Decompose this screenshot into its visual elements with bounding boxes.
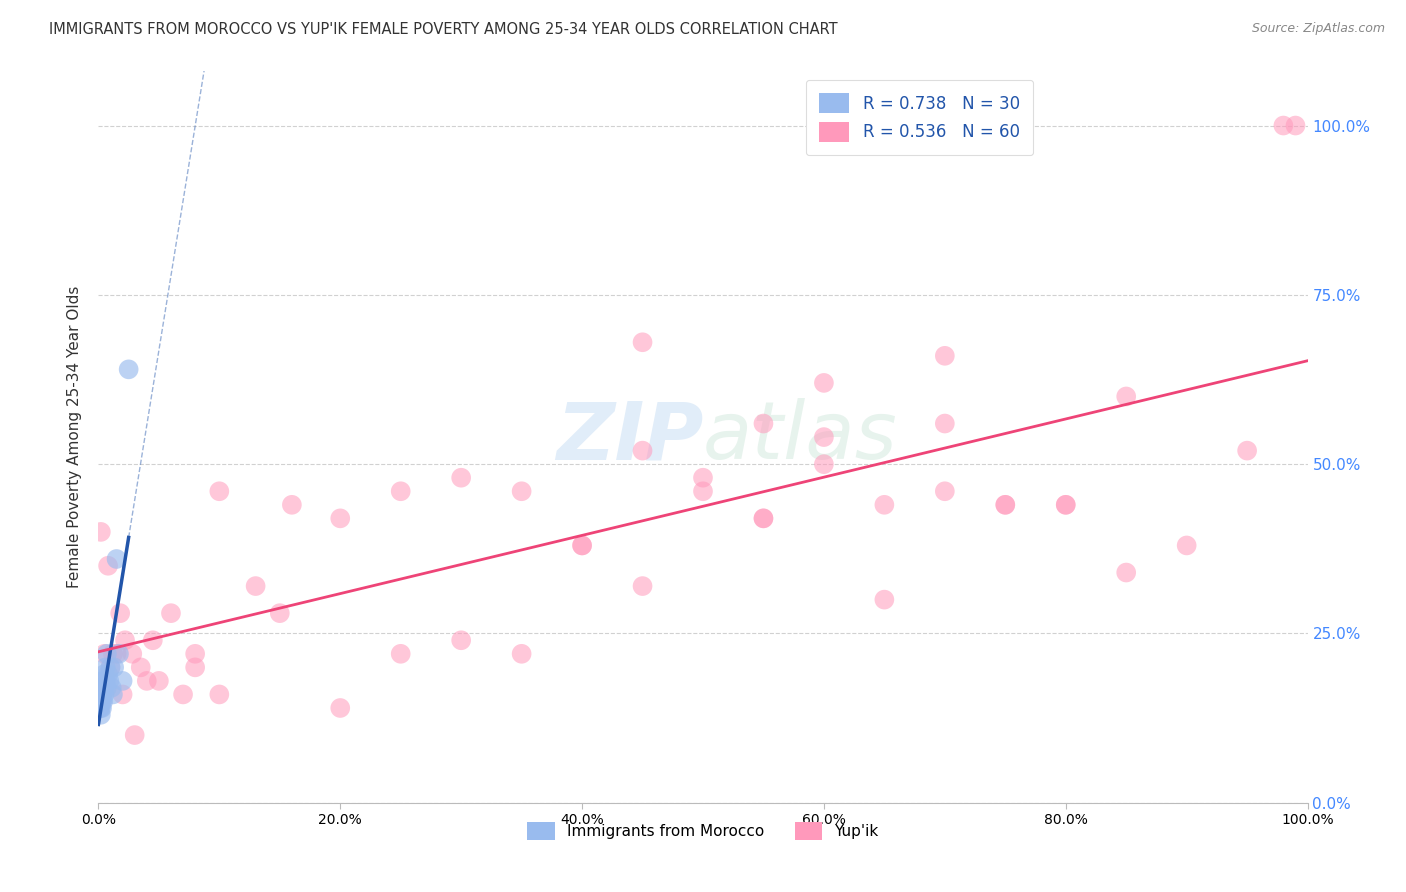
Point	[510, 484, 533, 499]
Point	[450, 633, 472, 648]
Point	[752, 511, 775, 525]
Point	[208, 484, 231, 499]
Point	[98, 673, 121, 688]
Point	[108, 647, 131, 661]
Text: ZIP: ZIP	[555, 398, 703, 476]
Point	[934, 417, 956, 431]
Text: atlas: atlas	[703, 398, 898, 476]
Point	[90, 681, 112, 695]
Point	[1054, 498, 1077, 512]
Point	[93, 647, 115, 661]
Point	[100, 660, 122, 674]
Point	[94, 660, 117, 674]
Point	[813, 457, 835, 471]
Point	[1115, 389, 1137, 403]
Point	[184, 647, 207, 661]
Point	[135, 673, 157, 688]
Point	[91, 694, 114, 708]
Point	[813, 376, 835, 390]
Point	[89, 681, 111, 695]
Point	[752, 511, 775, 525]
Point	[329, 701, 352, 715]
Text: Source: ZipAtlas.com: Source: ZipAtlas.com	[1251, 22, 1385, 36]
Point	[111, 673, 134, 688]
Point	[1272, 119, 1295, 133]
Point	[93, 667, 115, 681]
Point	[91, 688, 114, 702]
Point	[105, 647, 128, 661]
Point	[93, 688, 115, 702]
Point	[1236, 443, 1258, 458]
Point	[108, 606, 131, 620]
Point	[90, 701, 112, 715]
Point	[172, 688, 194, 702]
Point	[510, 647, 533, 661]
Point	[813, 430, 835, 444]
Point	[103, 660, 125, 674]
Point	[631, 335, 654, 350]
Point	[631, 443, 654, 458]
Point	[329, 511, 352, 525]
Point	[148, 673, 170, 688]
Point	[1115, 566, 1137, 580]
Point	[692, 471, 714, 485]
Point	[1284, 119, 1306, 133]
Point	[631, 579, 654, 593]
Point	[1054, 498, 1077, 512]
Point	[93, 681, 115, 695]
Point	[111, 688, 134, 702]
Point	[105, 552, 128, 566]
Point	[96, 681, 118, 695]
Point	[184, 660, 207, 674]
Point	[90, 707, 112, 722]
Legend: Immigrants from Morocco, Yup'ik: Immigrants from Morocco, Yup'ik	[522, 815, 884, 847]
Point	[91, 694, 114, 708]
Point	[934, 349, 956, 363]
Point	[389, 484, 412, 499]
Point	[94, 673, 117, 688]
Point	[89, 701, 111, 715]
Point	[281, 498, 304, 512]
Point	[96, 647, 118, 661]
Point	[100, 681, 122, 695]
Point	[934, 484, 956, 499]
Point	[89, 688, 111, 702]
Point	[692, 484, 714, 499]
Point	[97, 558, 120, 573]
Point	[124, 728, 146, 742]
Text: IMMIGRANTS FROM MOROCCO VS YUP'IK FEMALE POVERTY AMONG 25-34 YEAR OLDS CORRELATI: IMMIGRANTS FROM MOROCCO VS YUP'IK FEMALE…	[49, 22, 838, 37]
Point	[873, 592, 896, 607]
Point	[269, 606, 291, 620]
Point	[89, 694, 111, 708]
Point	[160, 606, 183, 620]
Point	[571, 538, 593, 552]
Point	[118, 362, 141, 376]
Point	[873, 498, 896, 512]
Point	[90, 524, 112, 539]
Point	[142, 633, 165, 648]
Point	[97, 667, 120, 681]
Point	[101, 688, 124, 702]
Point	[129, 660, 152, 674]
Point	[450, 471, 472, 485]
Point	[208, 688, 231, 702]
Point	[121, 647, 143, 661]
Y-axis label: Female Poverty Among 25-34 Year Olds: Female Poverty Among 25-34 Year Olds	[67, 286, 83, 588]
Point	[91, 701, 114, 715]
Point	[245, 579, 267, 593]
Point	[752, 417, 775, 431]
Point	[90, 688, 112, 702]
Point	[571, 538, 593, 552]
Point	[389, 647, 412, 661]
Point	[91, 673, 114, 688]
Point	[1175, 538, 1198, 552]
Point	[114, 633, 136, 648]
Point	[994, 498, 1017, 512]
Point	[100, 660, 122, 674]
Point	[994, 498, 1017, 512]
Point	[101, 647, 124, 661]
